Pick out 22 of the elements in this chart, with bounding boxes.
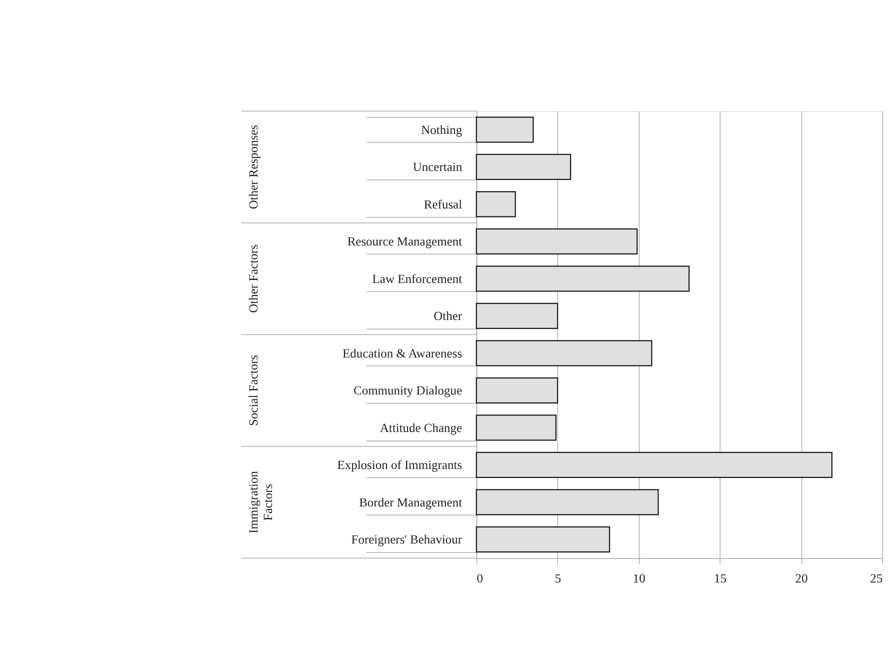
x-tick-label: 10 [632, 572, 646, 586]
x-tick-label: 20 [795, 572, 808, 586]
y-tick-label: Education & Awareness [342, 346, 462, 360]
y-tick-label: Foreigners' Behaviour [351, 532, 463, 547]
text: Other Factors [246, 244, 260, 313]
y-tick-label: Nothing [421, 122, 462, 137]
x-tick-label: 15 [714, 572, 727, 586]
y-tick-label: Refusal [424, 197, 463, 212]
x-tick-label: 25 [870, 572, 883, 586]
y-tick-label: Resource Management [347, 234, 463, 249]
text: Immigration Factors [246, 470, 276, 534]
text: Other Responses [246, 124, 260, 210]
y-tick-label: Attitude Change [380, 420, 463, 435]
y-tick-label: Explosion of Immigrants [337, 458, 462, 472]
y-tick-label: Border Management [359, 495, 463, 510]
x-tick-label: 5 [554, 572, 562, 586]
x-tick-label: 0 [476, 572, 484, 586]
y-tick-label: Community Dialogue [354, 384, 463, 398]
text: Social Factors [246, 354, 260, 426]
y-tick-label: Law Enforcement [372, 272, 463, 286]
y-tick-label: Uncertain [412, 160, 463, 174]
y-tick-label: Other [434, 309, 463, 324]
